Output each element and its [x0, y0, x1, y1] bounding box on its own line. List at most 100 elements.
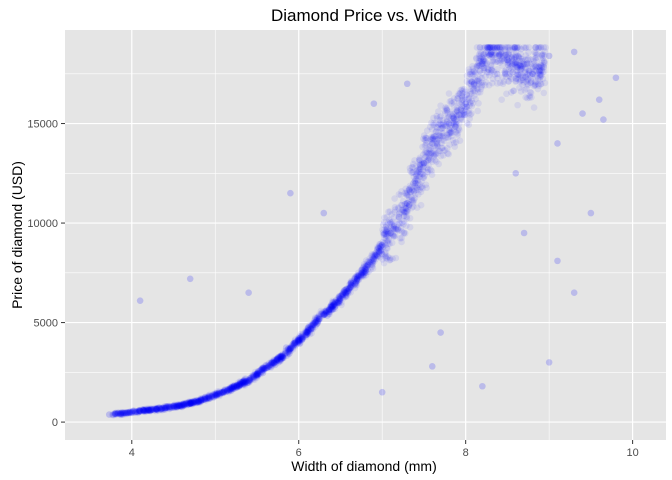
data-point: [244, 377, 252, 385]
data-point: [183, 401, 191, 409]
data-point: [471, 87, 479, 95]
data-point: [463, 120, 471, 127]
data-point: [536, 70, 544, 78]
data-point: [369, 254, 377, 262]
data-point: [123, 409, 131, 416]
data-point: [453, 111, 461, 119]
data-point: [355, 271, 362, 279]
data-point: [134, 407, 142, 415]
data-point: [118, 408, 126, 416]
data-point: [403, 80, 411, 88]
data-point: [479, 58, 486, 66]
data-point: [233, 382, 241, 390]
data-point: [229, 383, 236, 391]
data-point: [225, 386, 233, 394]
data-point: [312, 319, 319, 326]
data-point: [311, 314, 319, 321]
data-point: [345, 285, 352, 292]
data-point: [386, 218, 394, 226]
data-point: [224, 388, 232, 395]
data-point: [397, 201, 405, 209]
data-point: [216, 387, 223, 395]
data-point: [336, 297, 344, 304]
data-point: [441, 110, 449, 117]
data-point: [364, 266, 371, 273]
data-point: [352, 281, 360, 289]
data-point: [460, 109, 468, 116]
data-point: [197, 397, 205, 405]
data-point: [487, 49, 495, 57]
data-point: [161, 402, 168, 410]
data-point: [452, 108, 460, 116]
data-point: [358, 266, 366, 274]
data-point: [531, 62, 539, 69]
data-point: [241, 379, 249, 387]
data-point: [211, 391, 218, 399]
data-point: [494, 80, 501, 87]
data-point: [485, 50, 492, 58]
data-point: [170, 402, 177, 410]
data-point: [405, 203, 412, 210]
data-point: [177, 402, 184, 410]
data-point: [249, 371, 257, 379]
data-point: [448, 114, 455, 122]
data-point: [270, 357, 278, 365]
data-point: [213, 391, 221, 398]
data-point: [141, 406, 149, 414]
data-point: [460, 102, 468, 110]
data-point: [284, 348, 292, 356]
data-point: [431, 151, 439, 158]
data-point: [457, 111, 465, 119]
data-point: [524, 55, 532, 62]
data-point: [535, 82, 543, 90]
data-point: [437, 120, 444, 128]
data-point: [401, 208, 409, 216]
data-point: [474, 86, 481, 93]
data-point: [169, 402, 177, 410]
data-point: [453, 104, 461, 112]
data-point: [381, 226, 388, 234]
data-point: [115, 410, 123, 418]
data-point: [188, 400, 195, 408]
data-point: [140, 407, 148, 414]
data-point: [130, 407, 137, 415]
data-point: [383, 255, 391, 262]
data-point: [454, 130, 461, 137]
data-point: [474, 89, 482, 96]
data-point: [256, 366, 264, 374]
data-point: [287, 344, 295, 352]
data-point: [425, 155, 433, 163]
data-point: [314, 315, 322, 322]
data-point: [200, 395, 208, 403]
data-point: [326, 306, 334, 313]
data-point: [241, 375, 249, 382]
data-point: [485, 44, 493, 51]
data-point: [197, 396, 205, 403]
data-point: [517, 50, 524, 58]
data-point: [210, 394, 218, 401]
data-point: [295, 337, 302, 345]
data-point: [467, 80, 474, 87]
data-point: [288, 341, 296, 349]
data-point: [522, 73, 529, 81]
data-point: [352, 273, 359, 281]
data-point: [166, 405, 173, 413]
data-point: [345, 288, 353, 295]
data-point: [328, 302, 335, 309]
data-point: [536, 74, 544, 81]
data-point: [439, 124, 447, 131]
data-point: [180, 402, 187, 409]
data-point: [416, 163, 424, 170]
data-point: [204, 394, 211, 402]
data-point: [197, 395, 205, 403]
data-point: [406, 182, 414, 190]
data-point: [516, 65, 524, 72]
data-point: [299, 334, 307, 342]
data-point: [534, 44, 542, 51]
data-point: [213, 391, 221, 398]
data-point: [183, 399, 190, 407]
data-point: [399, 197, 407, 205]
data-point: [319, 312, 326, 319]
data-point: [112, 410, 120, 417]
data-point: [533, 51, 541, 58]
